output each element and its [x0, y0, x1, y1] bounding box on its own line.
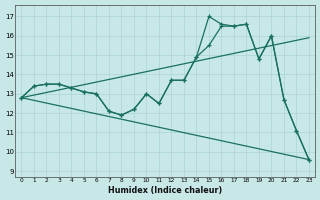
X-axis label: Humidex (Indice chaleur): Humidex (Indice chaleur): [108, 186, 222, 195]
